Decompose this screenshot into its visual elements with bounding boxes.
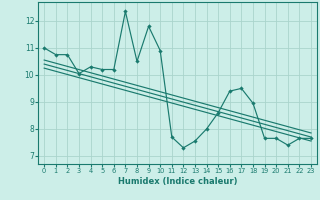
X-axis label: Humidex (Indice chaleur): Humidex (Indice chaleur) (118, 177, 237, 186)
